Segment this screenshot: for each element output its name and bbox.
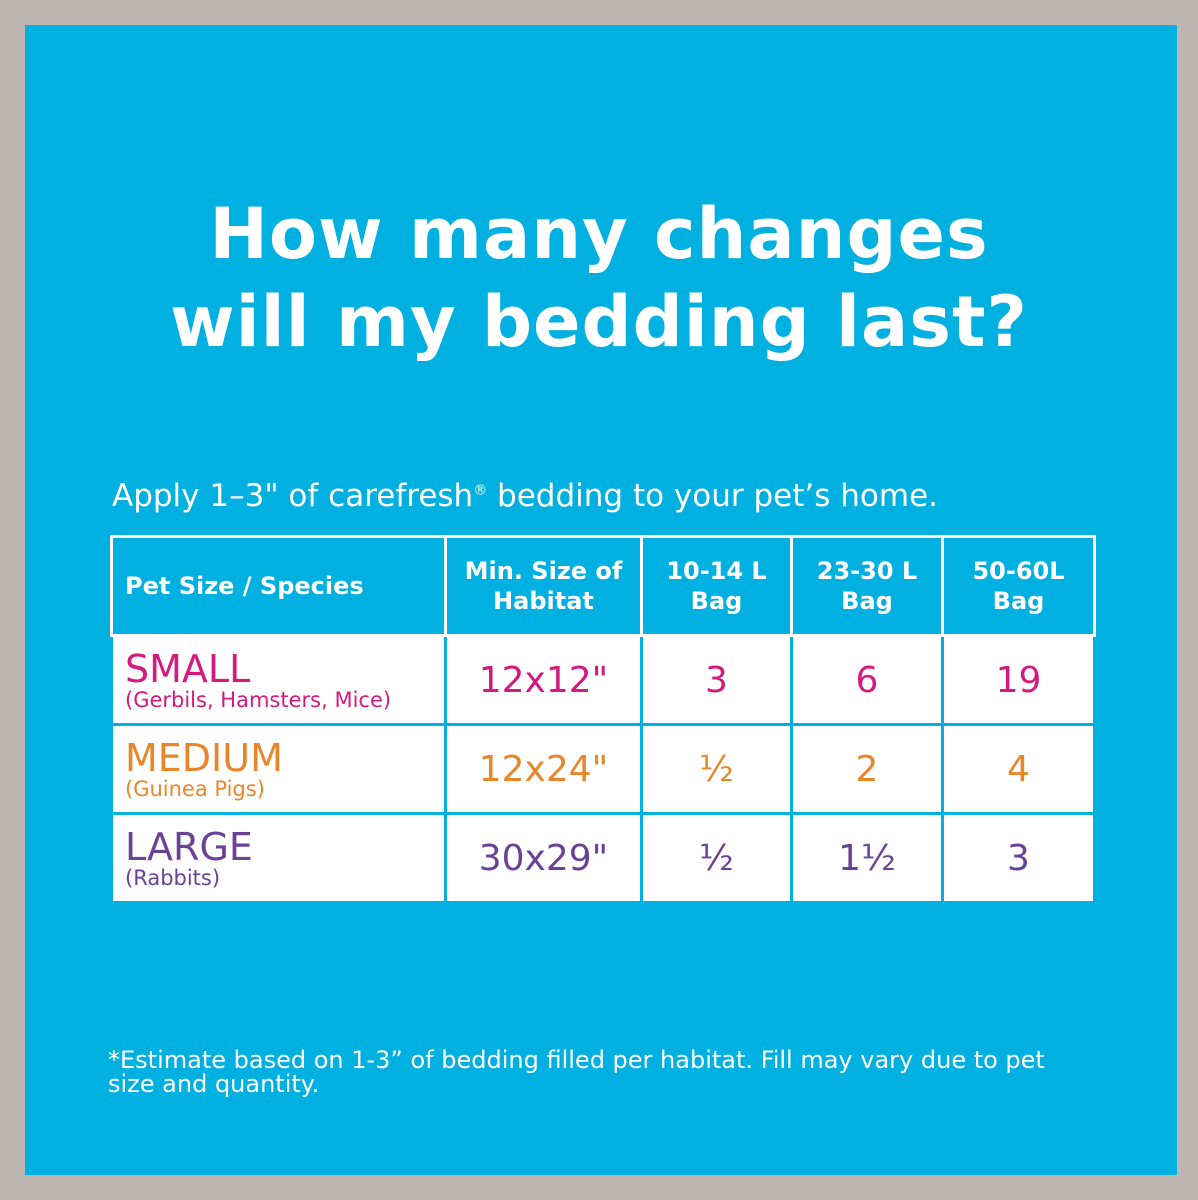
changes-23-30: 6: [790, 634, 944, 726]
header-habitat: Min. Size of Habitat: [444, 535, 643, 637]
table-row: MEDIUM (Guinea Pigs) 12x24" ½ 2 4: [110, 723, 1096, 815]
changes-10-14: 3: [640, 634, 793, 726]
header-bag-50-60: 50-60L Bag: [941, 535, 1096, 637]
pet-species: (Guinea Pigs): [125, 776, 265, 801]
changes-50-60: 4: [941, 723, 1096, 815]
pet-size-cell: MEDIUM (Guinea Pigs): [110, 723, 447, 815]
registered-mark: ®: [473, 482, 488, 499]
subtitle-text: Apply 1–3" of carefresh: [112, 478, 474, 514]
header-bag-10-14: 10-14 L Bag: [640, 535, 793, 637]
table-header-row: Pet Size / Species Min. Size of Habitat …: [110, 535, 1096, 637]
headline-line-2: will my bedding last?: [169, 281, 1029, 363]
subtitle: Apply 1–3" of carefresh® bedding to your…: [112, 478, 938, 514]
changes-50-60: 19: [941, 634, 1096, 726]
changes-10-14: ½: [640, 723, 793, 815]
bedding-table: Pet Size / Species Min. Size of Habitat …: [110, 535, 1096, 904]
changes-50-60: 3: [941, 812, 1096, 904]
table-row: SMALL (Gerbils, Hamsters, Mice) 12x12" 3 6 19: [110, 634, 1096, 726]
table-row: LARGE (Rabbits) 30x29" ½ 1½ 3: [110, 812, 1096, 904]
changes-23-30: 2: [790, 723, 944, 815]
headline-line-1: How many changes: [209, 193, 989, 275]
habitat-size: 30x29": [444, 812, 643, 904]
habitat-size: 12x12": [444, 634, 643, 726]
pet-size: SMALL: [125, 646, 251, 691]
header-pet-size: Pet Size / Species: [110, 535, 447, 637]
pet-size: MEDIUM: [125, 735, 283, 780]
pet-size-cell: LARGE (Rabbits): [110, 812, 447, 904]
pet-size: LARGE: [125, 824, 253, 869]
headline: How many changes will my bedding last?: [0, 190, 1198, 366]
pet-species: (Rabbits): [125, 865, 221, 890]
pet-size-cell: SMALL (Gerbils, Hamsters, Mice): [110, 634, 447, 726]
header-bag-23-30: 23-30 L Bag: [790, 535, 944, 637]
habitat-size: 12x24": [444, 723, 643, 815]
changes-23-30: 1½: [790, 812, 944, 904]
footnote: *Estimate based on 1-3” of bedding fille…: [108, 1046, 1045, 1098]
pet-species: (Gerbils, Hamsters, Mice): [125, 687, 392, 712]
changes-10-14: ½: [640, 812, 793, 904]
subtitle-text-end: bedding to your pet’s home.: [487, 478, 938, 514]
